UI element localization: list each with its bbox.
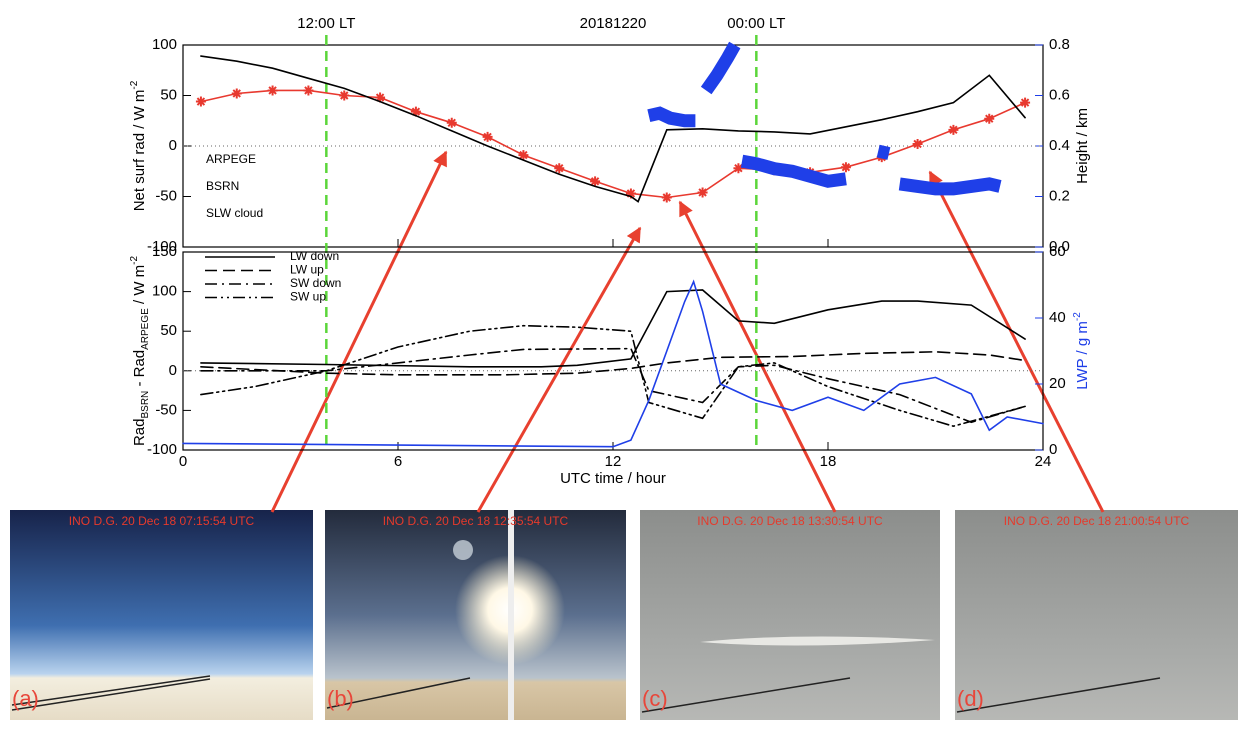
legend-label: SLW cloud [206,206,263,220]
photo [640,510,940,720]
marker [984,113,995,124]
marker [840,162,851,173]
x-axis-label: UTC time / hour [560,470,666,487]
chart-title: 20181220 [580,15,647,32]
x-tick-label: 0 [179,453,187,470]
marker [518,150,529,161]
legend-label: SW down [290,276,341,290]
marker [590,176,601,187]
x-tick-label: 18 [820,453,837,470]
legend-label: ARPEGE [206,152,256,166]
axis-label-part: -2 [129,80,140,89]
lt-label: 00:00 LT [727,15,785,32]
marker [446,117,457,128]
legend-label: LW down [290,249,339,263]
axis-label-part: Net surf rad / W m [131,90,148,212]
marker [375,92,386,103]
axis-label: LWP / g m-2 [1072,312,1091,390]
legend-label: LW up [290,263,324,277]
x-tick-label: 12 [605,453,622,470]
x-tick-label: 6 [394,453,402,470]
y-tick-label: 100 [152,36,177,53]
marker [267,85,278,96]
marker [1020,97,1031,108]
y2-tick-label: 0.2 [1049,187,1070,204]
series-line [182,279,1044,448]
axis-label-part: ARPEGE [140,308,151,350]
photo [10,510,313,720]
series-line [200,324,1026,428]
y-tick-label: 50 [160,86,177,103]
marker [697,187,708,198]
y-tick-label: 100 [152,283,177,300]
mast [508,510,514,720]
arrow [928,170,1105,513]
photo-caption: INO D.G. 20 Dec 18 21:00:54 UTC [1004,514,1190,528]
axis-label: Net surf rad / W m-2 [129,80,148,211]
marker [303,85,314,96]
photos [10,510,1238,720]
marker [948,124,959,135]
series-line [647,41,1002,196]
x-tick-label: 24 [1035,453,1052,470]
marker [661,192,672,203]
marker [482,131,493,142]
y-tick-label: -50 [155,187,177,204]
axis-label-part: -2 [1072,312,1083,321]
marker [912,138,923,149]
y-tick-label: 0 [169,362,177,379]
y2-tick-label: 20 [1049,375,1066,392]
axis-label-part: LWP / g m [1074,321,1091,390]
arrows [270,150,1105,513]
y2-tick-label: 60 [1049,243,1066,260]
axis-label-part: BSRN [140,391,151,419]
y2-tick-label: 40 [1049,309,1066,326]
axis-label-part: Rad [131,419,148,447]
y2-tick-label: 0.6 [1049,86,1070,103]
legend-label: SW up [290,290,326,304]
axis-label-part: -2 [129,256,140,265]
y-tick-label: -100 [147,238,177,255]
marker [339,90,350,101]
series-line [200,289,1026,368]
photo-caption: INO D.G. 20 Dec 18 12:35:54 UTC [383,514,569,528]
photo-tag: (c) [642,686,668,711]
photo-caption: INO D.G. 20 Dec 18 13:30:54 UTC [697,514,883,528]
y-tick-label: -100 [147,441,177,458]
marker [554,163,565,174]
axis-label-part: / W m [131,265,148,308]
marker [625,188,636,199]
photo-tag: (a) [12,686,39,711]
arrow [476,226,642,513]
y-tick-label: 0 [169,137,177,154]
y2-tick-label: 0.8 [1049,36,1070,53]
halo-arc [700,636,935,646]
photo-tag: (b) [327,686,354,711]
marker [231,88,242,99]
fences [11,675,1161,713]
series-line [200,347,1026,424]
axis-label: RadBSRN - RadARPEGE / W m-2 [129,256,151,447]
series-line [200,350,1026,376]
series-line [200,55,1026,203]
marker [410,106,421,117]
arrow [270,150,448,513]
y2-tick-label: 0.4 [1049,137,1070,154]
y-tick-label: 50 [160,322,177,339]
photo-tag: (d) [957,686,984,711]
marker [733,163,744,174]
axis-label: Height / km [1074,108,1091,184]
axis-label-part: - Rad [131,350,148,391]
lt-label: 12:00 LT [297,15,355,32]
y2-tick-label: 0.0 [1049,238,1070,255]
y-tick-label: -50 [155,401,177,418]
y2-tick-label: 0 [1049,441,1057,458]
marker [195,96,206,107]
photo [955,510,1238,720]
legend-label: BSRN [206,179,239,193]
photo-caption: INO D.G. 20 Dec 18 07:15:54 UTC [69,514,255,528]
sun-glare [453,540,473,560]
y-tick-label: 150 [152,243,177,260]
